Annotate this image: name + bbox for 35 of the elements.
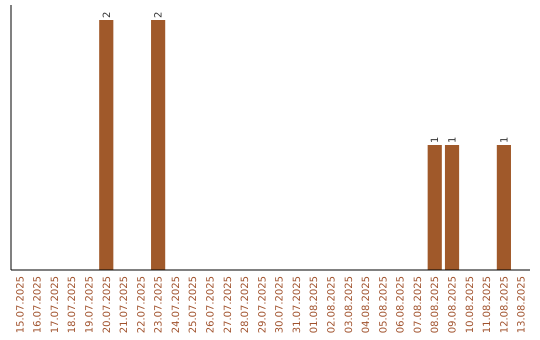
x-tick-label: 05.08.2025: [378, 276, 390, 334]
x-tick-label: 25.07.2025: [188, 276, 200, 334]
x-tick-label: 01.08.2025: [309, 276, 320, 334]
x-tick-label: 22.07.2025: [136, 276, 148, 334]
x-tick-label: 09.08.2025: [448, 276, 459, 334]
x-tick-label: 08.08.2025: [430, 276, 442, 334]
x-tick-label: 29.07.2025: [257, 276, 268, 334]
x-tick-label: 17.07.2025: [50, 276, 61, 334]
x-tick-label: 21.07.2025: [119, 276, 130, 334]
x-tick-label: 20.07.2025: [102, 276, 113, 334]
x-tick-label: 11.08.2025: [482, 276, 494, 334]
x-tick-label: 02.08.2025: [326, 276, 338, 334]
x-tick-label: 19.07.2025: [84, 276, 96, 334]
x-tick-label: 16.07.2025: [32, 276, 44, 334]
x-tick-label: 10.08.2025: [464, 276, 476, 334]
data-label: 2: [102, 12, 113, 18]
x-tick-label: 13.08.2025: [516, 276, 528, 334]
data-label: 2: [154, 12, 165, 18]
x-tick-label: 04.08.2025: [361, 276, 372, 334]
x-tick-label: 31.07.2025: [292, 276, 303, 334]
x-tick-label: 18.07.2025: [67, 276, 78, 334]
data-label: 1: [430, 136, 442, 143]
x-tick-label: 23.07.2025: [154, 276, 165, 334]
x-tick-label: 03.08.2025: [344, 276, 355, 334]
x-tick-label: 26.07.2025: [205, 276, 216, 334]
x-tick-label: 30.07.2025: [274, 276, 286, 334]
x-tick-label: 12.08.2025: [499, 276, 510, 334]
data-label: 1: [499, 136, 510, 143]
x-tick-label: 07.08.2025: [412, 276, 424, 334]
x-tick-label: 24.07.2025: [170, 276, 182, 334]
x-tick-label: 15.07.2025: [15, 276, 26, 334]
x-tick-label: 27.07.2025: [222, 276, 234, 334]
x-tick-label: 28.07.2025: [240, 276, 252, 334]
data-label: 1: [448, 136, 459, 143]
x-tick-label: 06.08.2025: [396, 276, 407, 334]
